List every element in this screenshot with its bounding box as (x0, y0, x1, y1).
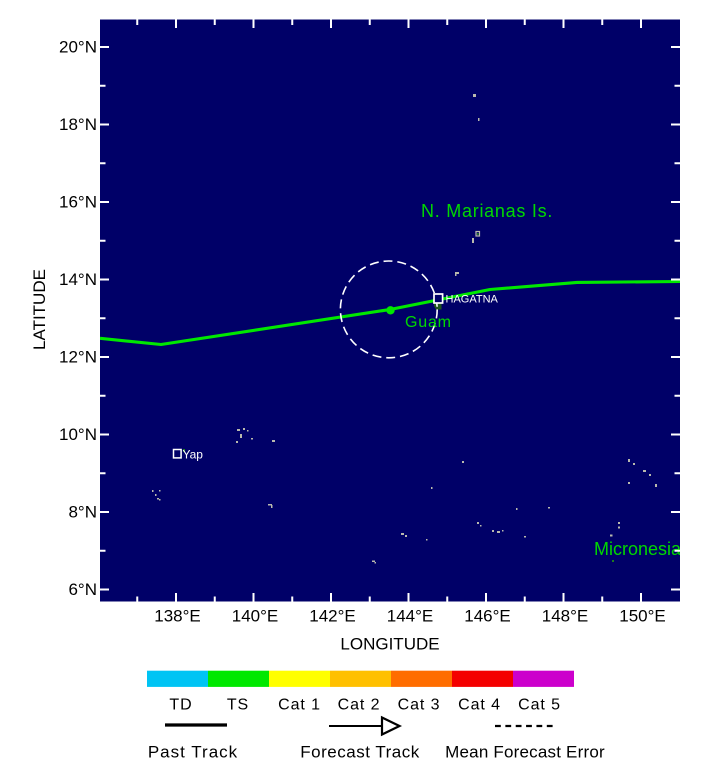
svg-text:N. Marianas Is.: N. Marianas Is. (421, 201, 553, 221)
svg-text:Past Track: Past Track (148, 743, 238, 760)
svg-text:150°E: 150°E (619, 607, 666, 626)
svg-text:16°N: 16°N (59, 193, 97, 212)
svg-text:142°E: 142°E (309, 607, 356, 626)
svg-text:Mean Forecast Error: Mean Forecast Error (445, 743, 605, 760)
svg-text:Cat 3: Cat 3 (398, 697, 441, 714)
svg-text:148°E: 148°E (542, 607, 589, 626)
svg-text:Forecast Track: Forecast Track (300, 743, 419, 760)
svg-text:138°E: 138°E (154, 607, 201, 626)
svg-text:Cat 2: Cat 2 (338, 697, 381, 714)
svg-text:140°E: 140°E (232, 607, 279, 626)
svg-text:144°E: 144°E (387, 607, 434, 626)
svg-text:Cat 1: Cat 1 (278, 697, 321, 714)
svg-text:LATITUDE: LATITUDE (30, 269, 49, 350)
svg-text:8°N: 8°N (68, 503, 97, 522)
svg-text:Guam: Guam (405, 314, 452, 331)
svg-text:Cat 5: Cat 5 (518, 697, 561, 714)
svg-text:HAGATNA: HAGATNA (446, 294, 499, 306)
svg-text:10°N: 10°N (59, 425, 97, 444)
svg-text:Cat 4: Cat 4 (458, 697, 501, 714)
svg-text:146°E: 146°E (464, 607, 511, 626)
svg-text:12°N: 12°N (59, 348, 97, 367)
svg-text:TS: TS (227, 697, 249, 714)
svg-text:6°N: 6°N (68, 580, 97, 599)
svg-text:Micronesia: Micronesia (594, 539, 682, 559)
svg-text:LONGITUDE: LONGITUDE (340, 635, 439, 654)
svg-text:14°N: 14°N (59, 270, 97, 289)
svg-text:18°N: 18°N (59, 115, 97, 134)
svg-text:TD: TD (169, 697, 192, 714)
svg-text:Yap: Yap (183, 448, 204, 462)
svg-text:20°N: 20°N (59, 38, 97, 57)
